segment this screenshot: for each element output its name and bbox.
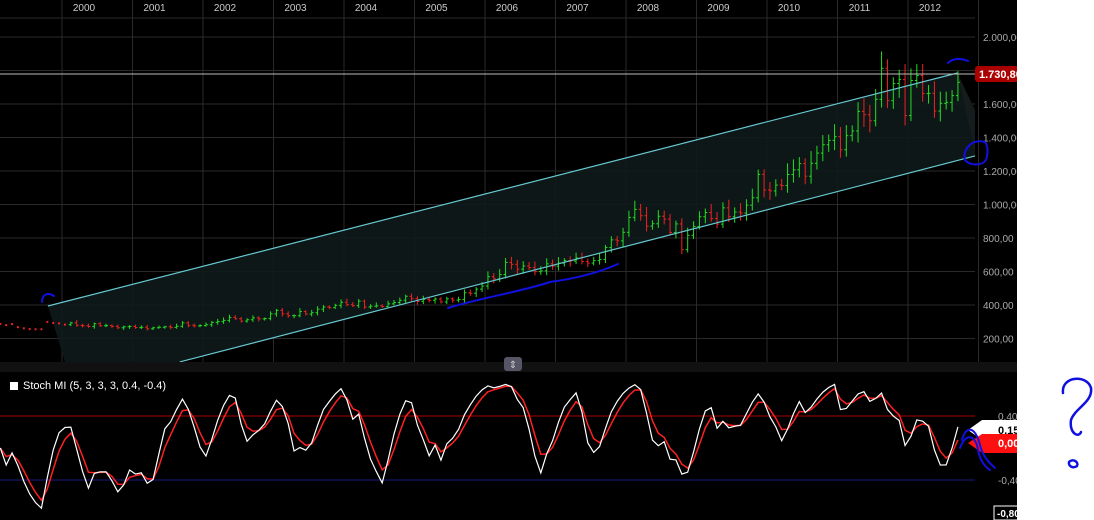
chart-panel[interactable]: 2.000,00 1.600,00 1.400,00 1.200,00 1.000,00… — [0, 0, 1017, 520]
price-dot — [34, 328, 37, 331]
price-dot — [16, 326, 19, 329]
smi-line — [0, 383, 959, 510]
year-tick-label: 2008 — [637, 3, 660, 14]
price-tick-label: 200,00 — [983, 335, 1014, 346]
year-tick-label: 2010 — [778, 3, 801, 14]
bottom-value-box — [993, 505, 1017, 520]
annotation-stoch-1 — [961, 428, 996, 469]
annotation-circle — [963, 140, 989, 166]
price-tick-label: 1.200,00 — [983, 167, 1017, 178]
price-tick-label: 2.000,00 — [983, 33, 1017, 44]
year-tick-label: 2004 — [355, 3, 378, 14]
price-dot — [0, 322, 2, 325]
year-tick-label: 2000 — [73, 3, 96, 14]
year-tick-label: 2001 — [143, 3, 166, 14]
annotation-top-arc — [947, 57, 969, 64]
channel-upper-line — [47, 72, 958, 307]
channel-fill — [47, 73, 975, 362]
channel-projection — [957, 73, 975, 156]
indicator-label: Stoch MI (5, 3, 3, 3, 0.4, -0.4) — [23, 380, 167, 392]
year-tick-label: 2003 — [284, 3, 307, 14]
price-dot — [28, 328, 31, 331]
annotation-stoch-2 — [959, 436, 991, 471]
price-dot — [58, 322, 61, 325]
year-tick-label: 2002 — [214, 3, 237, 14]
price-dot — [40, 328, 43, 331]
bottom-value: -0,80 — [997, 509, 1017, 520]
gold-chart[interactable]: 2.000,00 1.600,00 1.400,00 1.200,00 1.000,00… — [0, 0, 1017, 520]
channel-lower-line — [179, 155, 976, 363]
grid — [0, 0, 979, 362]
time-axis: 2000 2001 2002 2003 2004 2005 2006 2007 2008 2009… — [73, 3, 942, 14]
price-tick-label: 1.600,00 — [983, 100, 1017, 111]
year-tick-label: 2005 — [425, 3, 448, 14]
price-tick-label: 1.400,00 — [983, 134, 1017, 145]
price-dot — [63, 323, 66, 326]
price-dot — [5, 324, 8, 327]
price-tick-label: 600,00 — [983, 268, 1014, 279]
price-tick-label: 1.000,00 — [983, 201, 1017, 212]
hand-annotations — [41, 57, 996, 471]
price-dot — [46, 320, 49, 323]
signal-line — [0, 385, 959, 502]
price-dot — [52, 321, 55, 324]
price-dot — [22, 327, 25, 330]
legend-swatch — [10, 382, 18, 390]
indicator-legend[interactable]: Stoch MI (5, 3, 3, 3, 0.4, -0.4) — [10, 380, 166, 392]
annotation-bracket-left — [41, 293, 55, 303]
annotation-support-curve — [447, 263, 619, 309]
price-tick-label: 400,00 — [983, 301, 1014, 312]
year-tick-label: 2007 — [566, 3, 589, 14]
price-axis: 2.000,00 1.600,00 1.400,00 1.200,00 1.000,00… — [983, 33, 1017, 346]
signal-value: 0,00 — [998, 438, 1017, 450]
year-tick-label: 2012 — [919, 3, 942, 14]
year-tick-label: 2006 — [496, 3, 519, 14]
drag-handle[interactable] — [504, 357, 522, 371]
year-tick-label: 2011 — [849, 3, 871, 14]
last-price-label: 1.730,80 — [979, 69, 1017, 81]
stochastic-panel: 0,40 -0,40 — [0, 383, 1017, 510]
price-tick-label: 800,00 — [983, 234, 1014, 245]
year-tick-label: 2009 — [707, 3, 730, 14]
drag-handle-icon: ⇕ — [509, 360, 517, 371]
last-price-tag — [975, 66, 1017, 82]
stoch-tick-label: -0,40 — [998, 476, 1017, 487]
price-dot — [11, 323, 14, 326]
stoch-tick-label: 0,40 — [998, 412, 1017, 423]
question-mark-annotation — [1061, 377, 1093, 469]
